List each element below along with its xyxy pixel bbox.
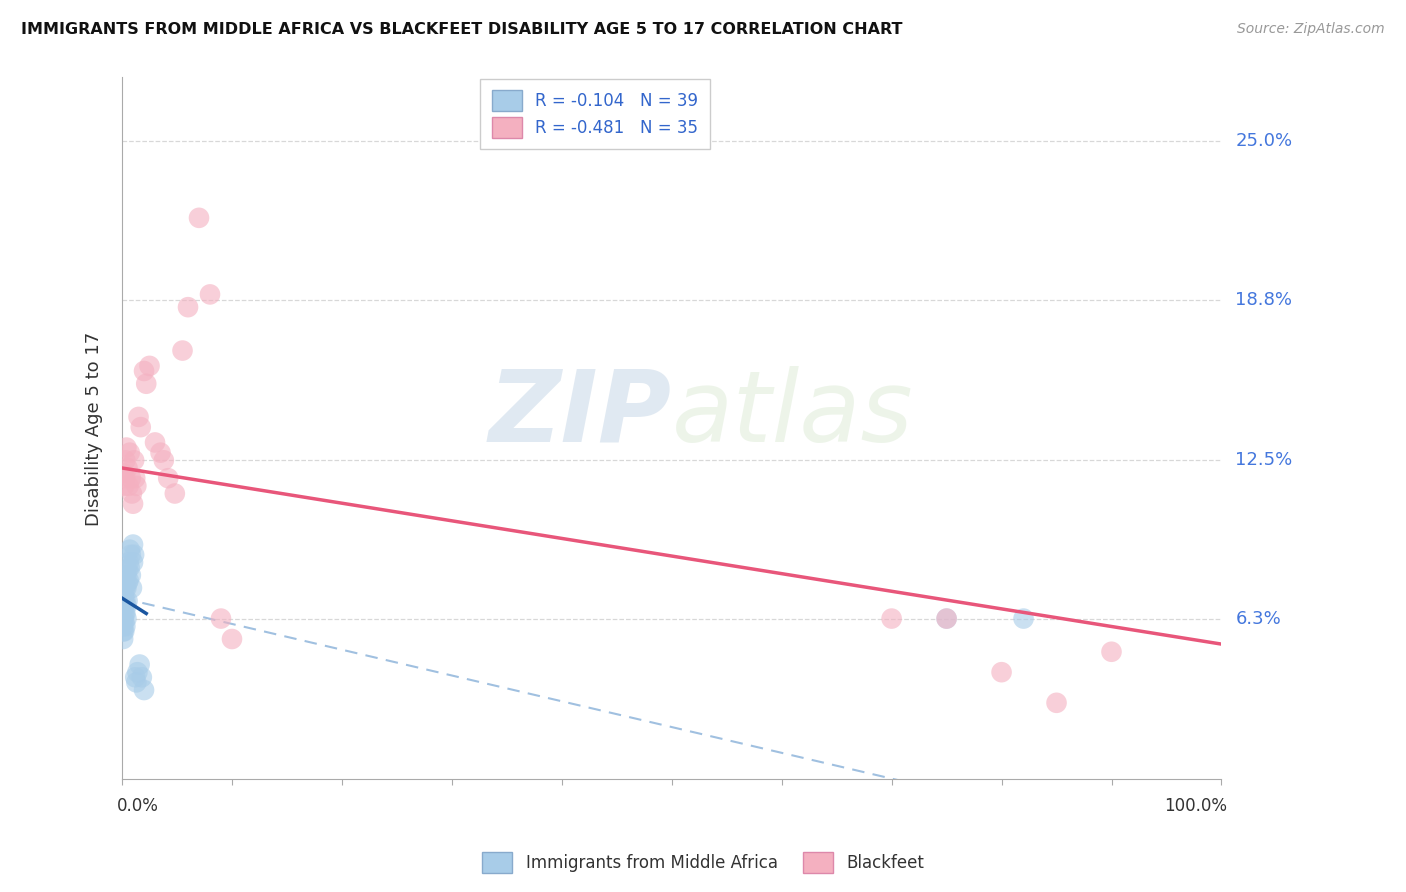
- Point: [117, 461, 139, 475]
- Point: [122, 497, 145, 511]
- Point: [1012, 611, 1035, 625]
- Point: [115, 581, 138, 595]
- Point: [112, 599, 135, 613]
- Point: [143, 435, 166, 450]
- Point: [124, 471, 146, 485]
- Text: 100.0%: 100.0%: [1164, 797, 1227, 815]
- Point: [990, 665, 1012, 680]
- Point: [114, 581, 136, 595]
- Point: [115, 568, 138, 582]
- Point: [118, 445, 141, 459]
- Point: [125, 675, 148, 690]
- Point: [112, 614, 135, 628]
- Point: [117, 563, 139, 577]
- Point: [112, 611, 135, 625]
- Point: [172, 343, 194, 358]
- Point: [122, 537, 145, 551]
- Point: [114, 453, 136, 467]
- Point: [117, 593, 139, 607]
- Point: [149, 445, 172, 459]
- Point: [132, 364, 155, 378]
- Point: [115, 611, 138, 625]
- Point: [122, 453, 145, 467]
- Point: [221, 632, 243, 646]
- Point: [129, 420, 152, 434]
- Point: [120, 568, 142, 582]
- Point: [125, 479, 148, 493]
- Point: [135, 376, 157, 391]
- Point: [124, 670, 146, 684]
- Point: [112, 607, 135, 621]
- Point: [121, 486, 143, 500]
- Point: [177, 300, 200, 314]
- Legend: R = -0.104   N = 39, R = -0.481   N = 35: R = -0.104 N = 39, R = -0.481 N = 35: [479, 78, 710, 150]
- Point: [880, 611, 903, 625]
- Point: [118, 560, 141, 574]
- Point: [157, 471, 180, 485]
- Point: [117, 479, 139, 493]
- Text: atlas: atlas: [672, 366, 914, 463]
- Point: [209, 611, 232, 625]
- Point: [115, 441, 138, 455]
- Point: [132, 683, 155, 698]
- Point: [935, 611, 957, 625]
- Point: [120, 548, 142, 562]
- Point: [114, 607, 136, 621]
- Point: [114, 593, 136, 607]
- Point: [153, 453, 176, 467]
- Point: [114, 471, 136, 485]
- Text: 6.3%: 6.3%: [1236, 609, 1281, 628]
- Point: [121, 581, 143, 595]
- Point: [138, 359, 160, 373]
- Point: [118, 542, 141, 557]
- Point: [122, 556, 145, 570]
- Point: [112, 479, 135, 493]
- Point: [115, 599, 138, 613]
- Text: 25.0%: 25.0%: [1236, 132, 1292, 150]
- Point: [935, 611, 957, 625]
- Point: [114, 619, 136, 633]
- Point: [112, 599, 135, 613]
- Point: [112, 589, 135, 603]
- Point: [117, 575, 139, 590]
- Point: [1101, 645, 1123, 659]
- Y-axis label: Disability Age 5 to 17: Disability Age 5 to 17: [86, 331, 103, 525]
- Text: ZIP: ZIP: [489, 366, 672, 463]
- Point: [112, 466, 135, 480]
- Text: 12.5%: 12.5%: [1236, 451, 1292, 469]
- Point: [127, 665, 149, 680]
- Point: [128, 409, 150, 424]
- Point: [112, 619, 135, 633]
- Point: [1045, 696, 1067, 710]
- Text: IMMIGRANTS FROM MIDDLE AFRICA VS BLACKFEET DISABILITY AGE 5 TO 17 CORRELATION CH: IMMIGRANTS FROM MIDDLE AFRICA VS BLACKFE…: [21, 22, 903, 37]
- Point: [128, 657, 150, 672]
- Text: 18.8%: 18.8%: [1236, 291, 1292, 309]
- Text: 0.0%: 0.0%: [117, 797, 159, 815]
- Point: [112, 632, 135, 646]
- Text: Source: ZipAtlas.com: Source: ZipAtlas.com: [1237, 22, 1385, 37]
- Point: [122, 548, 145, 562]
- Point: [188, 211, 211, 225]
- Point: [117, 556, 139, 570]
- Point: [120, 471, 142, 485]
- Point: [131, 670, 153, 684]
- Point: [112, 624, 135, 639]
- Legend: Immigrants from Middle Africa, Blackfeet: Immigrants from Middle Africa, Blackfeet: [475, 846, 931, 880]
- Point: [163, 486, 186, 500]
- Point: [117, 574, 139, 588]
- Point: [198, 287, 221, 301]
- Point: [112, 624, 135, 639]
